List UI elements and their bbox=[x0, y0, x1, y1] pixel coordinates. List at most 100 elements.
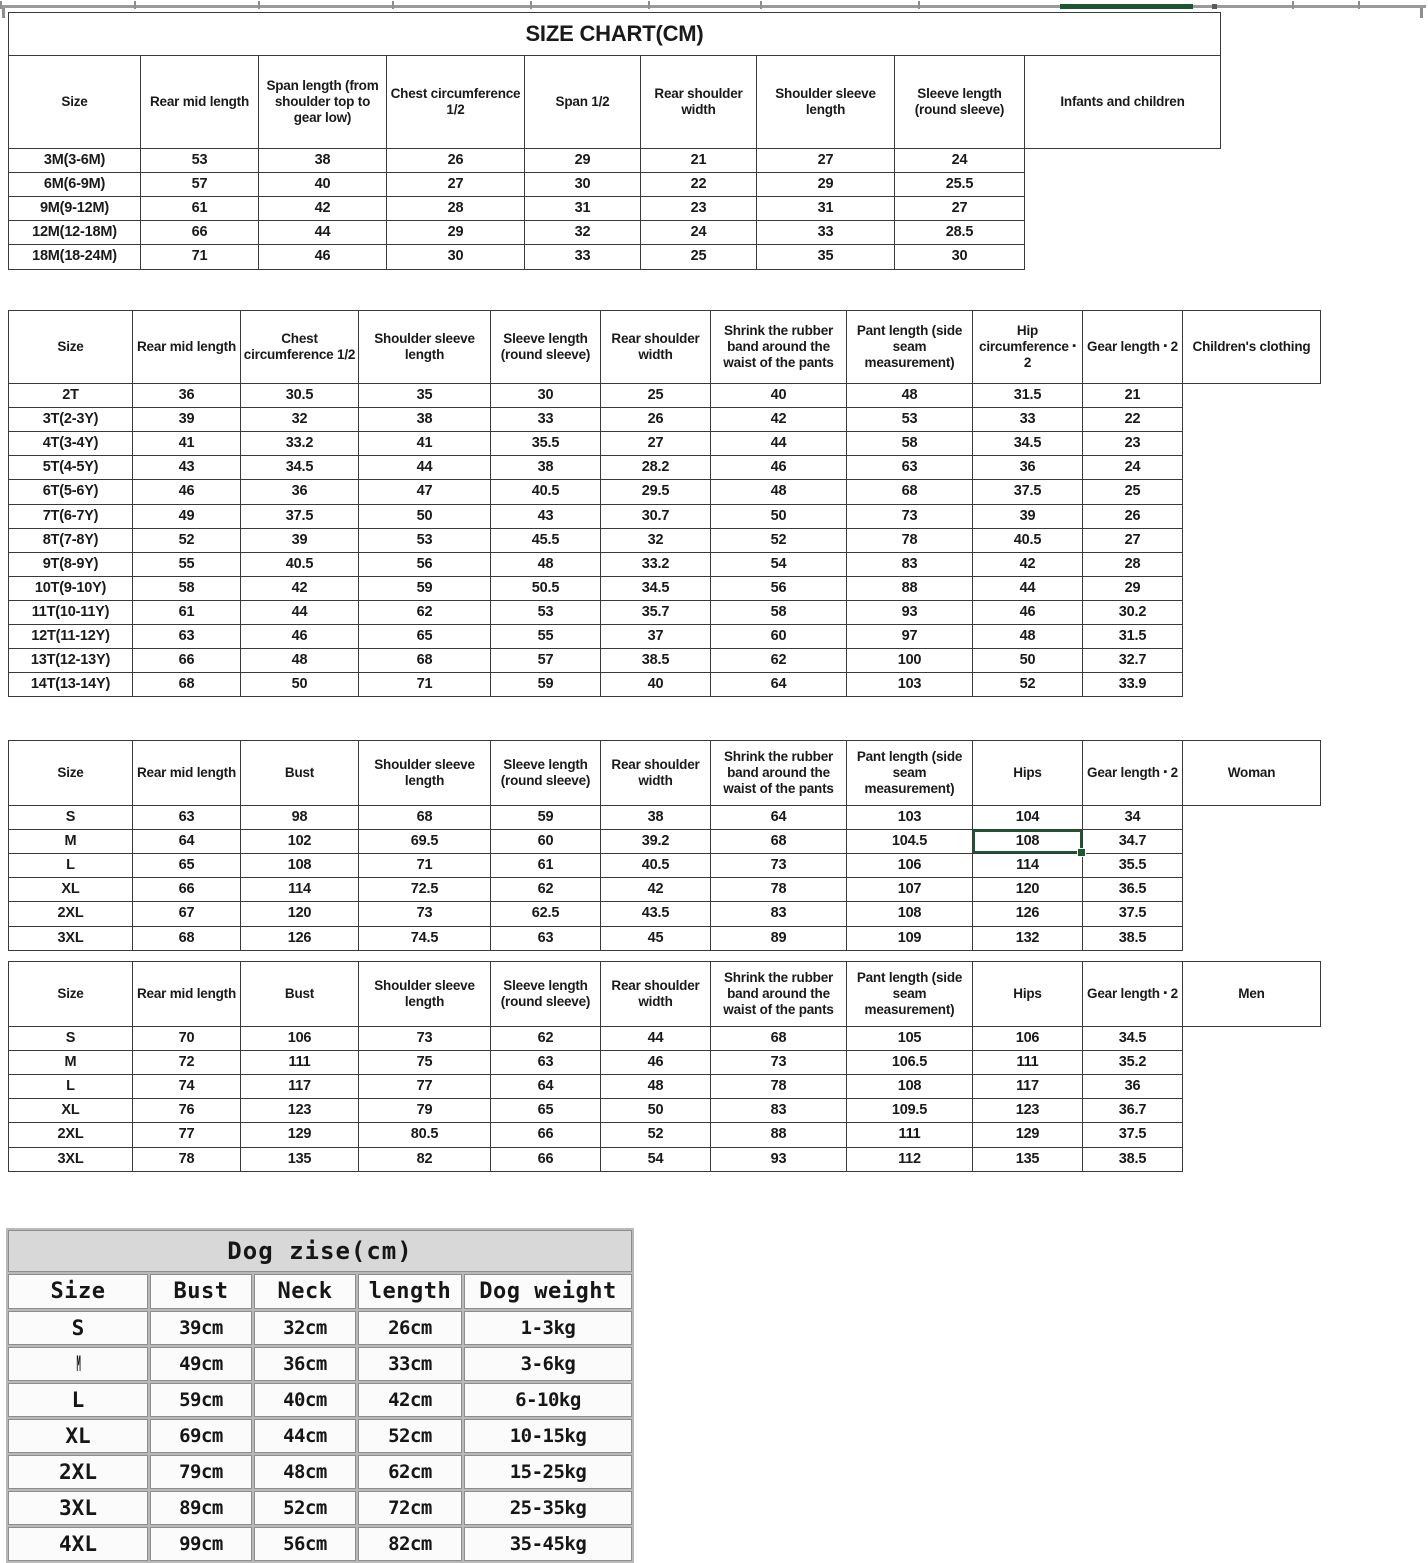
cell-value[interactable]: 123 bbox=[972, 1098, 1083, 1124]
cell-value[interactable]: 135 bbox=[972, 1146, 1083, 1172]
cell-value[interactable]: 43.5 bbox=[600, 901, 711, 927]
cell-value[interactable]: 106 bbox=[972, 1025, 1083, 1052]
cell-value[interactable]: 77 bbox=[358, 1074, 491, 1100]
cell-value[interactable]: 24 bbox=[1082, 455, 1183, 481]
cell-value[interactable]: 50 bbox=[710, 503, 847, 529]
cell-value[interactable]: 23 bbox=[640, 196, 757, 222]
cell-value[interactable]: 42 bbox=[240, 575, 359, 601]
cell-value[interactable]: 88 bbox=[710, 1122, 847, 1148]
cell-value[interactable]: 28 bbox=[1082, 551, 1183, 577]
cell-value[interactable]: 89cm bbox=[150, 1491, 252, 1525]
cell-value[interactable]: 33.2 bbox=[240, 431, 359, 457]
cell-size[interactable]: 6T(5-6Y) bbox=[8, 479, 133, 505]
cell-value[interactable]: 29 bbox=[386, 220, 525, 246]
cell-value[interactable]: 27 bbox=[600, 431, 711, 457]
cell-value[interactable]: 59 bbox=[358, 575, 491, 601]
cell-size[interactable]: L bbox=[8, 1383, 148, 1417]
cell-value[interactable]: 93 bbox=[710, 1146, 847, 1172]
ruler-selected-column[interactable] bbox=[1060, 4, 1193, 9]
cell-value[interactable]: 57 bbox=[490, 648, 601, 674]
cell-value[interactable]: 62 bbox=[358, 599, 491, 626]
cell-value[interactable]: 99cm bbox=[150, 1527, 252, 1561]
cell-value[interactable]: 31 bbox=[524, 196, 641, 222]
cell-value[interactable]: 66 bbox=[490, 1146, 601, 1172]
cell-value[interactable]: 40.5 bbox=[972, 527, 1083, 553]
cell-value[interactable]: 55 bbox=[490, 624, 601, 650]
cell-value[interactable]: 36 bbox=[240, 479, 359, 505]
cell-value[interactable]: 58 bbox=[710, 599, 847, 626]
cell-value[interactable]: 30.7 bbox=[600, 503, 711, 529]
cell-value[interactable]: 26cm bbox=[358, 1311, 462, 1345]
cell-value[interactable]: 35.2 bbox=[1082, 1050, 1183, 1076]
cell-size[interactable]: L bbox=[8, 1074, 133, 1100]
cell-value[interactable]: 52 bbox=[600, 1122, 711, 1148]
cell-value[interactable]: 36 bbox=[972, 455, 1083, 481]
cell-value[interactable]: 61 bbox=[490, 853, 601, 879]
cell-value[interactable]: 37 bbox=[600, 624, 711, 650]
cell-value[interactable]: 61 bbox=[132, 599, 241, 626]
cell-size[interactable]: 4T(3-4Y) bbox=[8, 431, 133, 457]
cell-value[interactable]: 63 bbox=[132, 804, 241, 831]
cell-size[interactable]: 3M(3-6M) bbox=[8, 147, 141, 174]
cell-value[interactable]: 31.5 bbox=[1082, 624, 1183, 650]
cell-value[interactable]: 1-3kg bbox=[464, 1311, 632, 1345]
cell-value[interactable]: 112 bbox=[846, 1146, 973, 1172]
cell-value[interactable]: 50.5 bbox=[490, 575, 601, 601]
cell-value[interactable]: 117 bbox=[240, 1074, 359, 1100]
cell-value[interactable]: 83 bbox=[710, 901, 847, 927]
cell-value[interactable]: 89 bbox=[710, 925, 847, 951]
cell-value[interactable]: 103 bbox=[846, 804, 973, 831]
cell-value[interactable]: 26 bbox=[600, 407, 711, 433]
cell-value[interactable]: 38.5 bbox=[600, 648, 711, 674]
cell-value[interactable]: 38 bbox=[358, 407, 491, 433]
cell-value[interactable]: 109.5 bbox=[846, 1098, 973, 1124]
cell-value[interactable]: 44 bbox=[240, 599, 359, 626]
cell-value[interactable]: 83 bbox=[846, 551, 973, 577]
cell-value[interactable]: 33 bbox=[972, 407, 1083, 433]
cell-value[interactable]: 62 bbox=[490, 877, 601, 903]
cell-value[interactable]: 33cm bbox=[358, 1347, 462, 1381]
cell-value[interactable]: 3-6kg bbox=[464, 1347, 632, 1381]
cell-value[interactable]: 60 bbox=[710, 624, 847, 650]
cell-value[interactable]: 69cm bbox=[150, 1419, 252, 1453]
cell-size[interactable]: S bbox=[8, 1025, 133, 1052]
cell-value[interactable]: 82cm bbox=[358, 1527, 462, 1561]
cell-value[interactable]: 66 bbox=[140, 220, 259, 246]
cell-value[interactable]: 78 bbox=[846, 527, 973, 553]
cell-value[interactable]: 72 bbox=[132, 1050, 241, 1076]
cell-value[interactable]: 83 bbox=[710, 1098, 847, 1124]
cell-value[interactable]: 53 bbox=[358, 527, 491, 553]
cell-value[interactable]: 30 bbox=[524, 172, 641, 198]
cell-value[interactable]: 44 bbox=[600, 1025, 711, 1052]
cell-value[interactable]: 42 bbox=[710, 407, 847, 433]
cell-value[interactable]: 88 bbox=[846, 575, 973, 601]
cell-value[interactable]: 45 bbox=[600, 925, 711, 951]
cell-value[interactable]: 54 bbox=[710, 551, 847, 577]
cell-value[interactable]: 30 bbox=[386, 244, 525, 270]
cell-value[interactable]: 36cm bbox=[254, 1347, 356, 1381]
cell-value[interactable]: 40 bbox=[710, 382, 847, 409]
cell-value[interactable]: 15-25kg bbox=[464, 1455, 632, 1489]
cell-value[interactable]: 58 bbox=[132, 575, 241, 601]
cell-value[interactable]: 37.5 bbox=[1082, 901, 1183, 927]
cell-value[interactable]: 40cm bbox=[254, 1383, 356, 1417]
cell-value[interactable]: 46 bbox=[240, 624, 359, 650]
cell-value[interactable]: 56 bbox=[710, 575, 847, 601]
cell-value[interactable]: 78 bbox=[710, 877, 847, 903]
cell-value[interactable]: 24 bbox=[640, 220, 757, 246]
cell-value[interactable]: 32 bbox=[240, 407, 359, 433]
cell-value[interactable]: 32cm bbox=[254, 1311, 356, 1345]
cell-value[interactable]: 100 bbox=[846, 648, 973, 674]
cell-value[interactable]: 52 bbox=[972, 672, 1083, 698]
cell-value[interactable]: 111 bbox=[846, 1122, 973, 1148]
cell-value[interactable]: 38 bbox=[258, 147, 387, 174]
cell-size[interactable]: 6M(6-9M) bbox=[8, 172, 141, 198]
cell-value[interactable]: 52cm bbox=[254, 1491, 356, 1525]
cell-value[interactable]: 33 bbox=[490, 407, 601, 433]
cell-size[interactable]: 3T(2-3Y) bbox=[8, 407, 133, 433]
cell-value[interactable]: 50 bbox=[358, 503, 491, 529]
cell-value[interactable]: 66 bbox=[132, 877, 241, 903]
cell-value[interactable]: 108 bbox=[240, 853, 359, 879]
cell-value[interactable]: 117 bbox=[972, 1074, 1083, 1100]
cell-value[interactable]: 62.5 bbox=[490, 901, 601, 927]
